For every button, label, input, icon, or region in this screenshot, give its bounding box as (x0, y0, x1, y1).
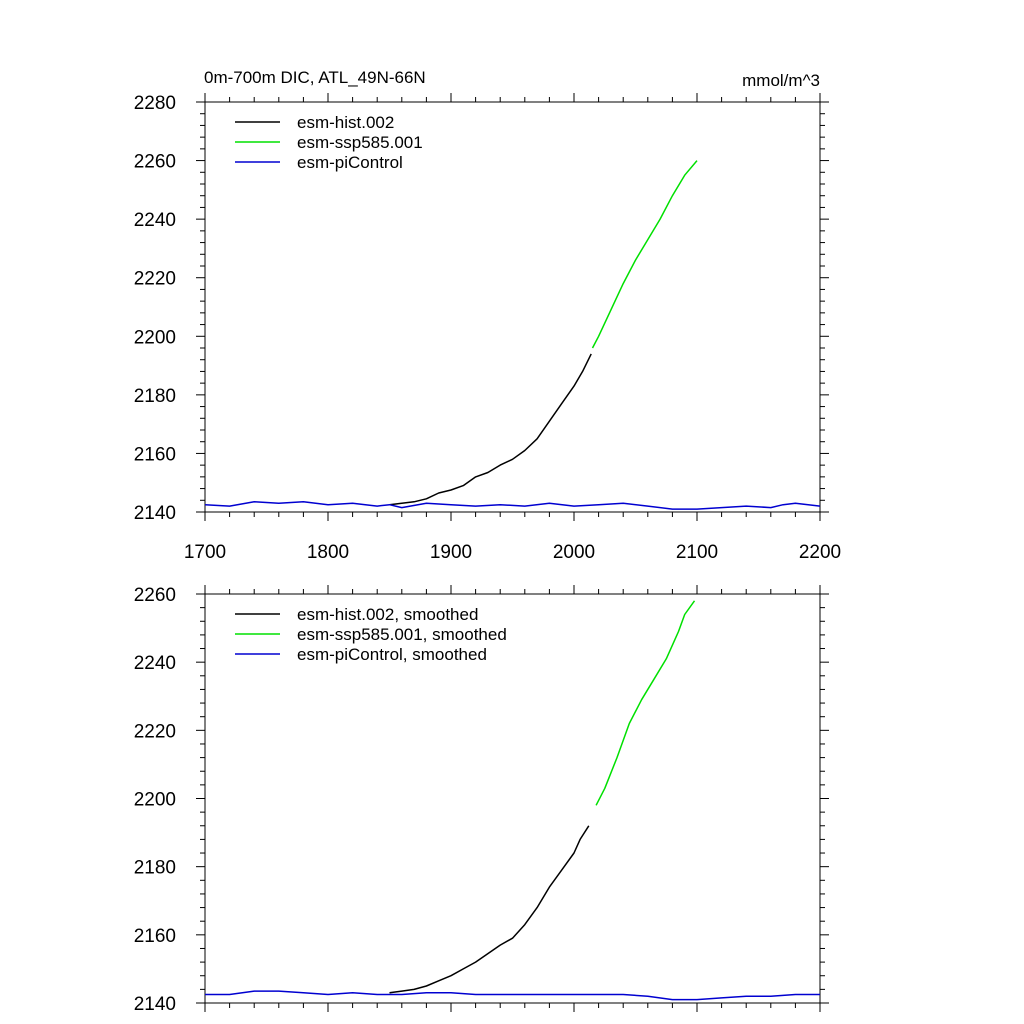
series-line-0 (389, 825, 590, 994)
y-tick-label: 2260 (134, 152, 176, 173)
legend-label: esm-piControl (297, 153, 403, 172)
y-tick-label: 2220 (134, 269, 176, 290)
series-line-2 (205, 990, 820, 1001)
y-tick-label: 2160 (134, 444, 176, 465)
y-tick-label: 2240 (134, 210, 176, 231)
x-tick-label: 1800 (307, 542, 349, 563)
series-line-0 (389, 353, 592, 506)
panel-top: 1700 1800 1900 2000 2100 2200 2140 2160 2180 2200… (134, 93, 841, 563)
series-line-1 (595, 600, 696, 806)
y-tick-label: 2180 (134, 858, 176, 879)
y-tick-label: 2200 (134, 327, 176, 348)
chart-title: 0m-700m DIC, ATL_49N-66N (204, 68, 426, 87)
legend-label: esm-ssp585.001, smoothed (297, 625, 507, 644)
y-tick-label: 2260 (134, 585, 176, 606)
y-tick-label: 2200 (134, 790, 176, 811)
x-tick-label: 1700 (184, 542, 226, 563)
y-tick-label: 2220 (134, 721, 176, 742)
x-tick-label: 2000 (553, 542, 595, 563)
x-tick-label: 1900 (430, 542, 472, 563)
y-tick-label: 2140 (134, 503, 176, 524)
units-label: mmol/m^3 (742, 71, 820, 90)
legend-label: esm-ssp585.001 (297, 133, 423, 152)
panel-bottom: 2140 2160 2180 2200 2220 2240 2260 esm-hist.002… (134, 585, 829, 1015)
y-tick-label: 2160 (134, 926, 176, 947)
y-tick-label: 2280 (134, 93, 176, 114)
x-tick-label: 2200 (799, 542, 841, 563)
series-line-2 (204, 501, 821, 510)
legend-label: esm-hist.002 (297, 113, 394, 132)
legend-label: esm-hist.002, smoothed (297, 605, 478, 624)
y-tick-label: 2140 (134, 994, 176, 1015)
series-line-1 (591, 160, 698, 349)
y-tick-label: 2180 (134, 386, 176, 407)
x-tick-label: 2100 (676, 542, 718, 563)
plot-frame (204, 101, 821, 513)
legend-label: esm-piControl, smoothed (297, 645, 487, 664)
y-tick-label: 2240 (134, 653, 176, 674)
